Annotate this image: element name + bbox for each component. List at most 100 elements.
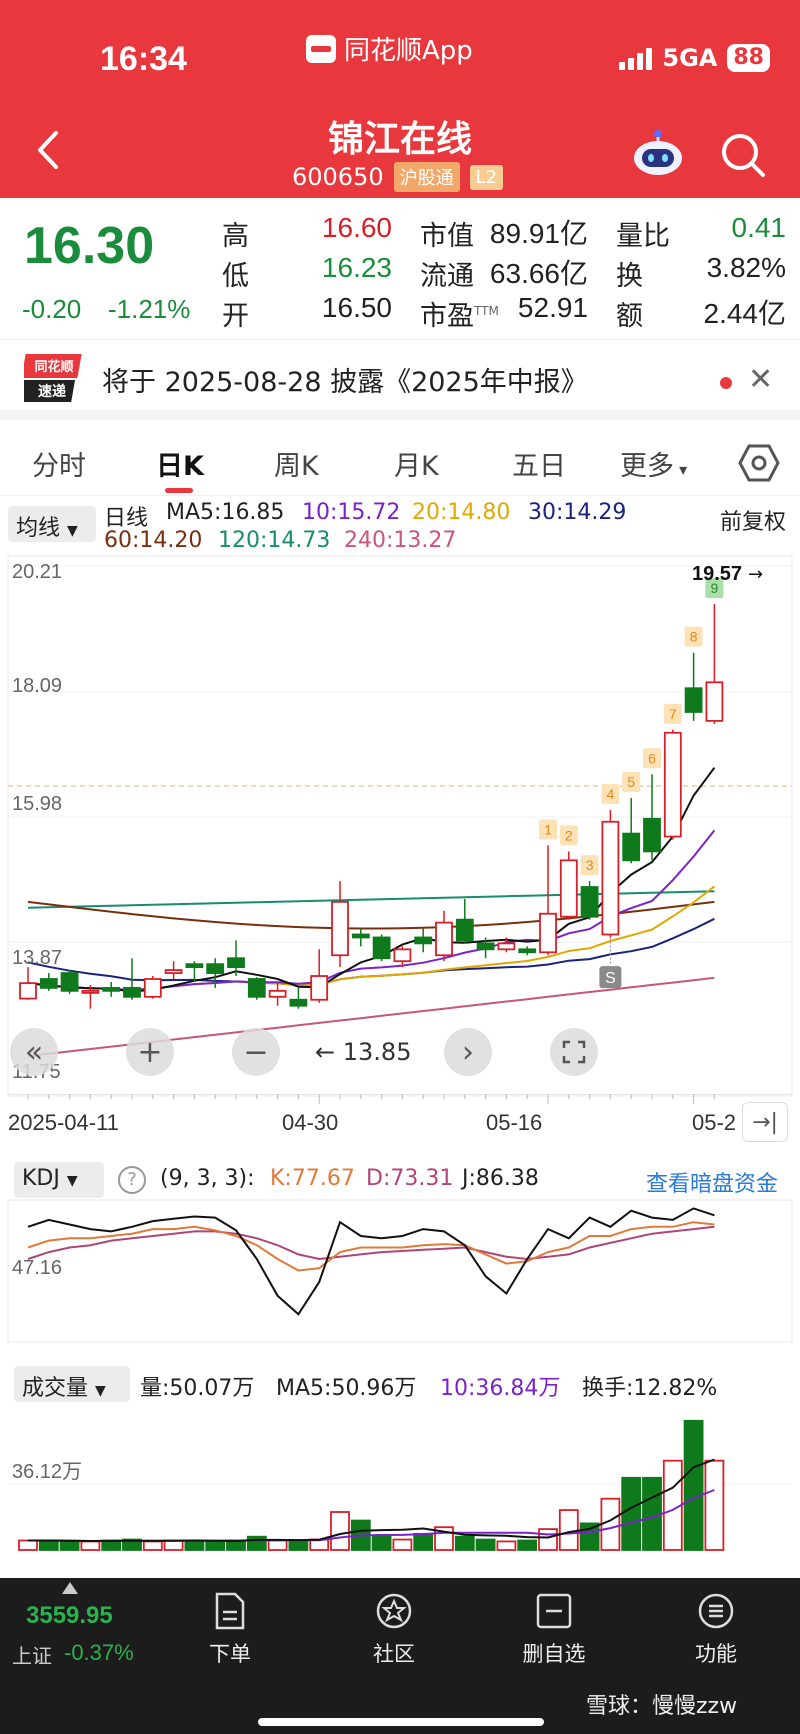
fullscreen-icon[interactable]: [550, 1028, 598, 1076]
candle-up: [310, 975, 329, 1001]
market-cap-label: 市值: [420, 221, 474, 252]
zoom-in-icon[interactable]: +: [126, 1028, 174, 1076]
td-count-badge: [643, 748, 661, 769]
pe-ttm-sup: TTM: [474, 304, 499, 318]
index-name[interactable]: 上证: [12, 1644, 52, 1668]
candle-down: [227, 957, 245, 969]
pe-label: 市盈TTM: [420, 301, 499, 332]
td-count-badge: [663, 703, 682, 724]
dark-pool-link[interactable]: 查看暗盘资金: [646, 1172, 779, 1197]
community-star-icon: [376, 1593, 412, 1629]
ma60-label: 60:14.20: [104, 528, 203, 553]
volume-bar-down: [226, 1539, 246, 1551]
candle-down: [123, 986, 141, 998]
help-icon[interactable]: ?: [118, 1166, 146, 1194]
home-indicator[interactable]: [258, 1718, 544, 1726]
volume-bar-up: [558, 1509, 579, 1551]
watermark: 雪球：慢慢zzw: [586, 1694, 738, 1719]
volume-bar-up: [392, 1538, 413, 1551]
volume-bar-down: [413, 1532, 434, 1551]
volume-axis-label: 36.12万: [12, 1461, 82, 1483]
expand-up-icon[interactable]: [62, 1582, 78, 1594]
tab-intraday[interactable]: 分时: [32, 451, 86, 482]
header: 16:34 同花顺App 5GA 88 锦江在线 600650 沪股通 L2: [0, 0, 800, 198]
announcement-banner[interactable]: 同花顺 速递 将于 2025-08-28 披露《2025年中报》 ✕: [0, 340, 800, 420]
price-change-pct: -1.21%: [108, 294, 191, 324]
candle-down: [102, 986, 121, 992]
candle-up: [435, 921, 453, 957]
nav-order[interactable]: 下单: [190, 1592, 270, 1668]
announcement-text[interactable]: 将于 2025-08-28 披露《2025年中报》: [102, 367, 588, 398]
index-change[interactable]: -0.37%: [64, 1640, 134, 1665]
nav-community[interactable]: 社区: [354, 1592, 434, 1668]
ma60-line: [27, 900, 715, 930]
tab-more[interactable]: 更多 ▾: [620, 451, 688, 482]
ma120-label: 120:14.73: [218, 528, 331, 553]
ma30-label: 30:14.29: [528, 500, 627, 525]
chevron-right-icon[interactable]: ›: [444, 1028, 492, 1076]
close-icon[interactable]: ✕: [748, 362, 774, 397]
volume-bar-up: [330, 1511, 350, 1551]
td-count-badge: [559, 825, 578, 846]
candle-down: [518, 948, 537, 954]
volume-indicator-select[interactable]: 成交量 ▼: [14, 1366, 130, 1402]
pan-control[interactable]: ← 13.85: [315, 1038, 412, 1066]
ma5-line: [27, 767, 716, 993]
candle-up: [331, 900, 349, 957]
open-label: 开: [222, 301, 249, 332]
open-value: 16.50: [321, 292, 392, 323]
tab-monthly-k[interactable]: 月K: [394, 451, 439, 482]
td-count-badge: [539, 819, 557, 840]
market-cap-value: 89.91亿: [489, 218, 588, 249]
volume-bar-up: [163, 1539, 184, 1551]
price-change: -0.20: [22, 294, 82, 324]
robot-assistant-icon[interactable]: [630, 128, 686, 178]
level-tag[interactable]: L2: [469, 164, 504, 190]
volume-bar-down: [454, 1535, 475, 1551]
tab-five-day[interactable]: 五日: [512, 451, 566, 482]
float-cap-value: 63.66亿: [489, 258, 588, 289]
app-logo-icon: [306, 34, 336, 63]
nav-functions[interactable]: 功能: [676, 1592, 756, 1668]
nav-remove-watchlist[interactable]: 删自选: [514, 1592, 594, 1668]
price-adjust-select[interactable]: 前复权: [720, 510, 787, 535]
settings-icon[interactable]: [738, 442, 780, 484]
candle-down: [580, 886, 599, 918]
sell-signal-label: S: [605, 970, 616, 987]
amount-label: 额: [616, 301, 643, 332]
td-count-badge: [684, 626, 703, 647]
volume-bar-down: [246, 1535, 267, 1551]
back-arrow-icon[interactable]: [28, 125, 68, 175]
max-price-marker: 19.57: [692, 563, 742, 585]
candle-up: [705, 681, 724, 722]
kdj-indicator-select[interactable]: KDJ ▼: [14, 1162, 104, 1198]
ma120-line: [27, 890, 715, 909]
tab-daily-k[interactable]: 日K: [156, 451, 204, 482]
volume-bar-up: [80, 1540, 101, 1551]
vol-ratio-label: 量比: [616, 221, 670, 252]
max-price-arrow-icon: →: [748, 564, 763, 585]
search-icon[interactable]: [718, 130, 768, 180]
ma-indicator-select[interactable]: 均线 ▼: [8, 506, 96, 542]
svg-text:速递: 速递: [38, 383, 66, 400]
candle-up: [81, 989, 100, 994]
ma10-line: [27, 829, 716, 992]
status-app-name: 同花顺App: [344, 36, 473, 66]
volume-chart: 36.12万: [8, 1419, 792, 1551]
network-label: 5GA: [662, 44, 718, 72]
candle-down: [684, 687, 703, 713]
index-value[interactable]: 3559.95: [26, 1602, 113, 1629]
zoom-out-icon[interactable]: −: [232, 1028, 280, 1076]
kdj-k-value: K:77.67: [270, 1166, 355, 1191]
candle-up: [601, 820, 620, 936]
td-count-badge-label: 7: [669, 706, 677, 722]
market-tag[interactable]: 沪股通: [393, 162, 460, 192]
volume-bar-down: [683, 1419, 704, 1551]
volume-bar-up: [18, 1539, 38, 1551]
td-count-badge: [705, 577, 724, 598]
tab-weekly-k[interactable]: 周K: [274, 451, 319, 482]
jump-to-latest-icon[interactable]: →|: [742, 1102, 788, 1142]
candle-up: [497, 942, 516, 951]
scroll-left-icon[interactable]: «: [10, 1028, 58, 1076]
